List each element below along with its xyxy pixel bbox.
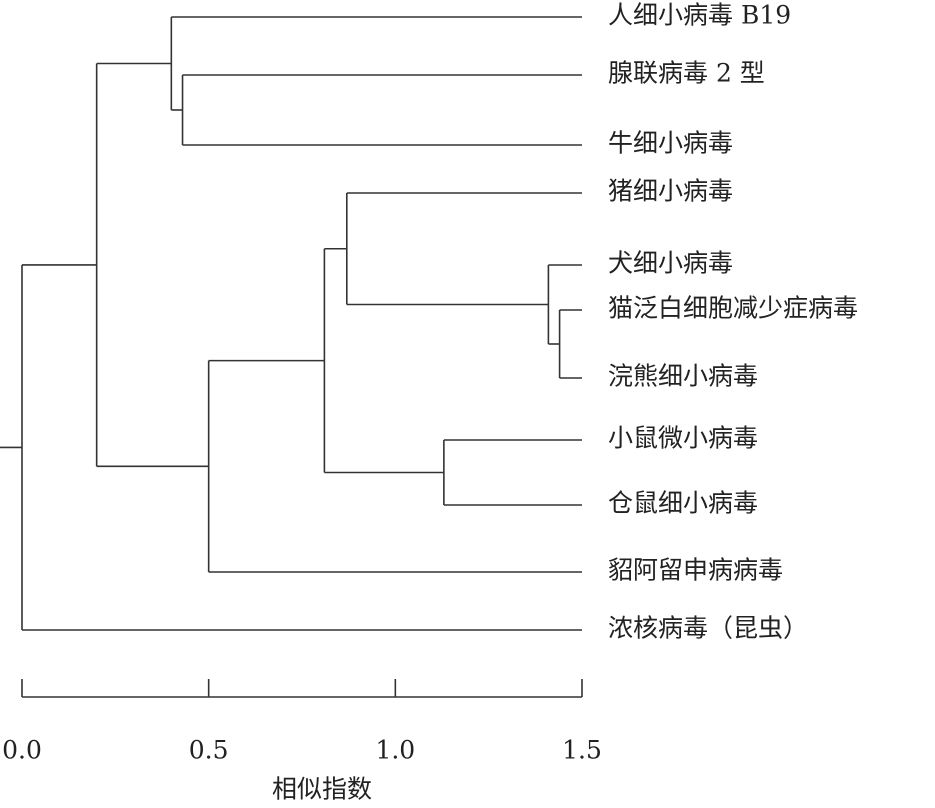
leaf-label: 腺联病毒 2 型 bbox=[608, 59, 765, 88]
leaf-label: 人细小病毒 B19 bbox=[608, 1, 791, 30]
x-tick-label: 1.5 bbox=[562, 736, 602, 765]
leaf-label: 小鼠微小病毒 bbox=[608, 424, 758, 453]
leaf-label: 貂阿留申病病毒 bbox=[608, 556, 783, 585]
leaf-label: 牛细小病毒 bbox=[608, 129, 733, 158]
leaf-label: 仓鼠细小病毒 bbox=[608, 489, 758, 518]
x-tick-label: 1.0 bbox=[375, 736, 415, 765]
leaf-label: 猫泛白细胞减少症病毒 bbox=[608, 294, 858, 323]
leaf-label: 猪细小病毒 bbox=[608, 177, 733, 206]
x-axis-label: 相似指数 bbox=[272, 775, 372, 804]
leaf-label: 犬细小病毒 bbox=[608, 249, 733, 278]
leaf-label: 浣熊细小病毒 bbox=[608, 362, 758, 391]
x-tick-label: 0.5 bbox=[189, 736, 229, 765]
x-tick-label: 0.0 bbox=[2, 736, 42, 765]
leaf-label: 浓核病毒（昆虫） bbox=[608, 614, 808, 643]
